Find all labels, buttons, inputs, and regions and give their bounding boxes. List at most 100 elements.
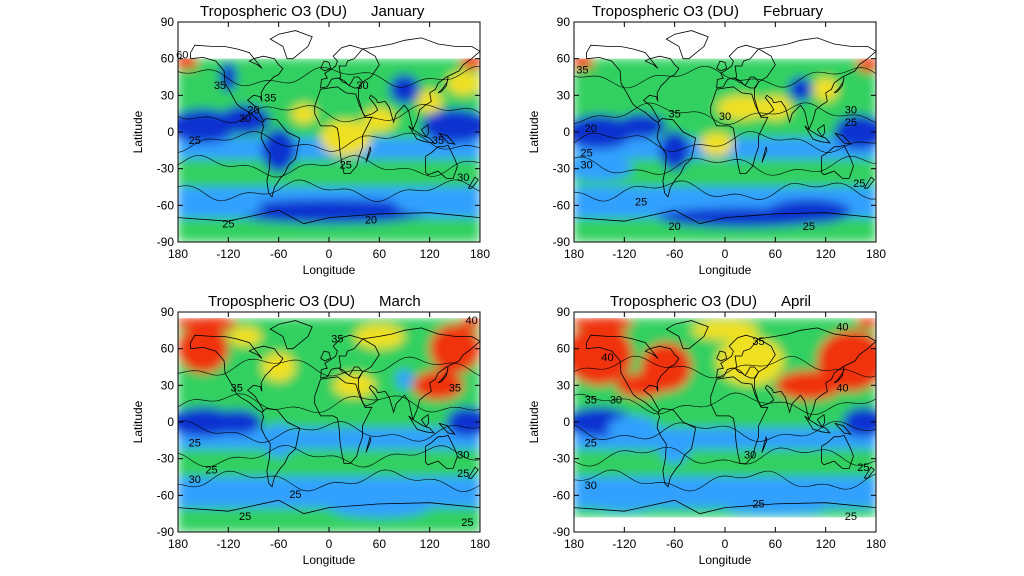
coastline [320,60,332,72]
contour-label: 25 [857,462,869,474]
y-tick-label: -30 [157,162,175,176]
y-tick-label: -90 [157,235,175,249]
ozone-blob [659,130,690,170]
coastline [863,176,875,189]
contour-label: 25 [189,135,201,147]
contour-label: 35 [214,80,226,92]
ozone-blob [446,70,480,96]
panel-april: Tropospheric O3 (DU) April 90 60 30 0 -30 -60 -… [527,293,886,567]
y-tick-label: -30 [553,162,571,176]
y-tick-label: -60 [553,488,571,502]
contour-line [574,180,876,202]
ozone-blob [446,407,480,437]
contour-label: 25 [189,437,201,449]
coastline [665,30,709,60]
coastline [365,436,372,453]
coastline [320,44,364,89]
x-tick-label: 0 [722,247,729,261]
y-tick-label: 30 [557,88,571,102]
x-tick-label: 120 [420,537,440,551]
coastline [260,118,301,198]
x-tick-label: -60 [270,247,288,261]
edge-blob [462,58,480,69]
ozone-blob [329,497,430,518]
x-tick-label: 180 [470,537,490,551]
coastline [761,436,768,453]
ozone-blob [590,491,658,512]
coastline [656,118,697,198]
edge-blob [462,318,480,329]
panel-title: Tropospheric O3 (DU) April [610,293,811,310]
ozone-blob [228,199,430,224]
x-tick-label: 0 [326,537,333,551]
coastline [437,366,449,384]
y-axis-ticks: 90 60 30 0 -30 -60 -90 [553,15,876,249]
ozone-blob [775,370,843,400]
contour-label: 25 [457,468,469,480]
y-axis-label: Latitude [527,400,541,443]
coastline [834,132,852,145]
color-field [574,318,876,518]
ozone-blob [699,132,734,157]
ozone-blob [691,320,759,341]
x-tick-label: 180 [470,247,490,261]
edge-blob [574,318,592,329]
panel-title: Tropospheric O3 (DU) January [200,3,425,20]
contour-label: 25 [845,117,857,129]
contour-label: 25 [239,511,251,523]
contour-label: 35 [432,135,444,147]
x-tick-label: -120 [216,537,240,551]
x-tick-label: -60 [666,247,684,261]
ozone-blob [607,415,658,441]
y-tick-label: 90 [557,305,571,319]
contour-lines [178,65,480,202]
ozone-blob [842,407,876,437]
ozone-blob [396,195,480,216]
panel-title: Tropospheric O3 (DU) February [592,3,824,20]
contour-label: 30 [457,450,469,462]
x-tick-label: 120 [816,537,836,551]
contour-label: 30 [845,105,857,117]
y-tick-label: 30 [161,88,175,102]
contour-label: 25 [340,160,352,172]
coastline [710,86,769,174]
edge-blob [858,318,876,329]
y-tick-label: 60 [161,342,175,356]
y-tick-label: 90 [161,305,175,319]
contour-line [574,130,876,153]
ozone-blob [194,488,262,508]
contour-label: 20 [585,123,597,135]
x-tick-label: -120 [216,247,240,261]
contour-label: 20 [669,221,681,233]
contour-label: 30 [457,172,469,184]
contour-line [178,65,480,88]
y-tick-label: 0 [563,415,570,429]
coastline [656,408,697,488]
coastline [716,350,728,362]
coastline [438,132,456,145]
x-tick-label: 180 [866,537,886,551]
coastline [320,350,332,362]
y-axis-label: Latitude [527,110,541,153]
coastline [365,146,372,163]
contour-label: 30 [610,395,622,407]
contour-label: 25 [853,178,865,190]
contour-labels: 40 35 35 35 25 30 25 25 30 25 25 25 [189,315,478,529]
ozone-blob [429,324,480,374]
ozone-blob [178,324,229,374]
y-tick-label: 60 [161,52,175,66]
y-tick-label: 90 [161,15,175,29]
x-tick-label: 60 [373,537,387,551]
x-tick-label: 180 [168,247,188,261]
contour-label: 30 [744,450,756,462]
y-tick-label: 30 [161,378,175,392]
ozone-blob [421,108,480,143]
contour-label: 40 [836,382,848,394]
y-tick-label: 0 [563,125,570,139]
y-axis-ticks: 90 60 30 0 -30 -60 -90 [553,305,876,539]
coastline-lines [573,320,877,515]
contour-labels: 60 35 30 25 20 35 30 25 35 20 25 30 [176,50,469,231]
y-tick-label: -60 [157,198,175,212]
ozone-blob [211,409,262,435]
coastline [754,37,877,131]
